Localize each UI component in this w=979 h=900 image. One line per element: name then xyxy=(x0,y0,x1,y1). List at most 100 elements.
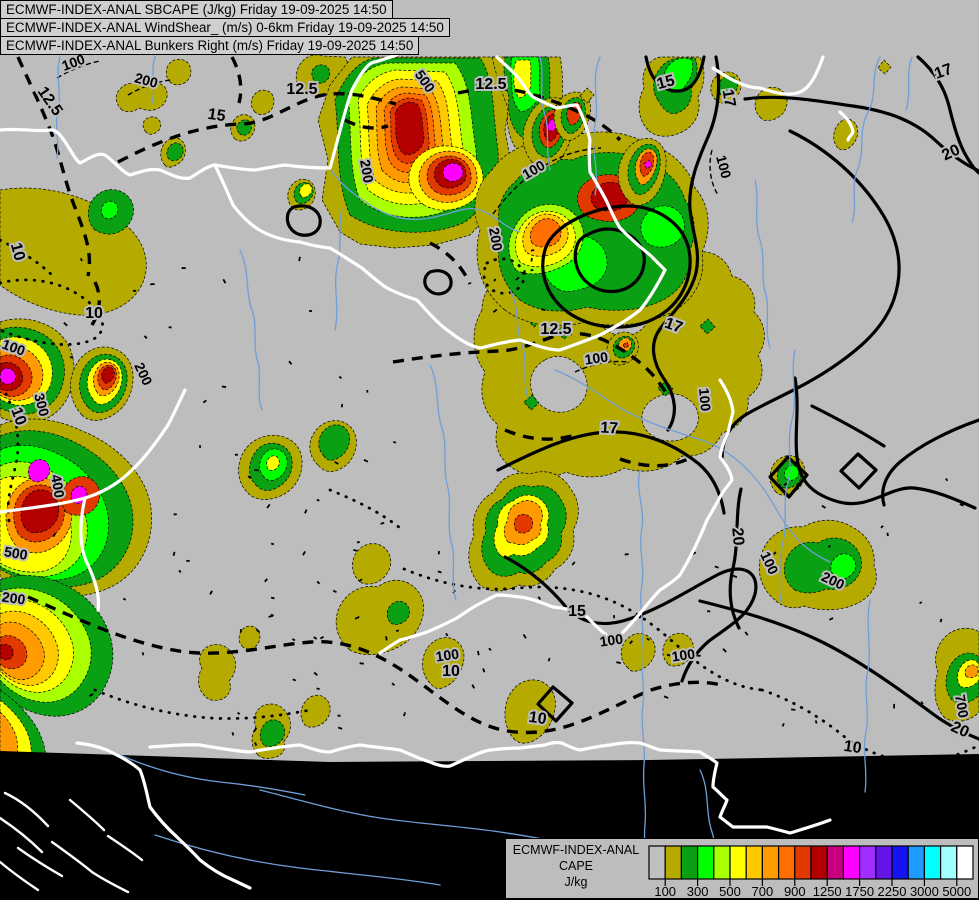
speckle-mark xyxy=(172,551,176,557)
legend-tick-label: 2250 xyxy=(878,884,907,898)
contour-label: 100 xyxy=(599,630,625,649)
speckle-mark xyxy=(547,657,551,662)
speckle-mark xyxy=(363,458,369,463)
speckle-mark xyxy=(571,561,576,566)
speckle-mark xyxy=(222,278,227,284)
title-line-bunkers: ECMWF-INDEX-ANAL Bunkers Right (m/s) Fri… xyxy=(0,36,420,55)
contour-label: 12.5 xyxy=(540,321,571,338)
speckle-mark xyxy=(337,714,341,717)
speckle-mark xyxy=(893,703,896,709)
speckle-mark xyxy=(939,618,943,623)
contour-label: 700 xyxy=(952,693,972,719)
speckle-mark xyxy=(255,628,260,633)
speckle-mark xyxy=(270,542,275,546)
speckle-mark xyxy=(530,268,534,272)
speckle-mark xyxy=(482,668,486,673)
speckle-mark xyxy=(150,283,155,286)
legend-color-cell xyxy=(664,845,682,880)
speckle-mark xyxy=(52,532,57,537)
speckle-mark xyxy=(493,278,497,282)
legend-model-name: ECMWF-INDEX-ANAL xyxy=(512,843,640,857)
cape-fill-layer xyxy=(0,54,979,759)
speckle-mark xyxy=(231,732,235,736)
contour-label: 17 xyxy=(719,88,739,109)
speckle-mark xyxy=(356,541,360,544)
speckle-mark xyxy=(354,615,360,620)
speckle-mark xyxy=(744,631,749,636)
legend-color-cell xyxy=(940,845,958,880)
legend-color-cell xyxy=(697,845,715,880)
speckle-mark xyxy=(395,629,400,632)
contour-label: 10 xyxy=(528,709,548,728)
speckle-mark xyxy=(541,308,546,312)
contour-label: 100 xyxy=(435,645,461,664)
legend-parameter: CAPE xyxy=(558,859,594,873)
speckle-mark xyxy=(247,475,252,480)
legend-color-cell xyxy=(842,845,861,880)
legend-color-cell xyxy=(713,845,731,880)
speckle-mark xyxy=(89,693,94,697)
speckle-mark xyxy=(880,525,884,529)
speckle-mark xyxy=(319,636,325,640)
contour-label: 200 xyxy=(486,226,506,252)
speckle-mark xyxy=(821,504,826,509)
speckle-mark xyxy=(69,356,74,359)
contour-label: 12.5 xyxy=(475,76,506,93)
cape-legend: ECMWF-INDEX-ANAL CAPE J/kg 100 300 500 700 9… xyxy=(505,838,979,899)
speckle-mark xyxy=(334,461,339,465)
speckle-mark xyxy=(515,276,520,281)
coastline-hatch xyxy=(0,791,144,894)
speckle-mark xyxy=(732,574,738,579)
speckle-mark xyxy=(209,590,213,595)
speckle-mark xyxy=(393,441,397,444)
speckle-mark xyxy=(959,503,964,507)
speckle-mark xyxy=(919,601,923,605)
title-line-sbcape: ECMWF-INDEX-ANAL SBCAPE (J/kg) Friday 19… xyxy=(0,0,393,19)
contour-label: 10 xyxy=(442,663,460,680)
legend-tick-label: 1250 xyxy=(813,884,842,898)
speckle-mark xyxy=(178,569,182,573)
contour-label: 200 xyxy=(1,589,27,608)
legend-color-cell xyxy=(729,845,747,880)
speckle-mark xyxy=(624,553,629,556)
contour-label: 10 xyxy=(85,305,103,322)
speckle-mark xyxy=(63,322,68,327)
speckle-mark xyxy=(492,308,498,313)
speckle-mark xyxy=(616,661,622,665)
legend-color-cell xyxy=(680,845,699,880)
speckle-mark xyxy=(666,653,671,657)
speckle-mark xyxy=(380,521,385,525)
shear10-dotted-contours xyxy=(0,238,979,764)
speckle-mark xyxy=(722,648,727,653)
speckle-mark xyxy=(359,662,365,665)
legend-tick-label: 3000 xyxy=(910,884,939,898)
title-line-windshear: ECMWF-INDEX-ANAL WindShear_ (m/s) 0-6km … xyxy=(0,18,450,37)
speckle-mark xyxy=(488,647,492,652)
legend-colorbar: 100 300 500 700 900 1250 1750 2250 3000 5000 xyxy=(648,845,974,898)
legend-color-cell xyxy=(761,845,780,880)
speckle-mark xyxy=(239,629,242,633)
contour-label: 500 xyxy=(3,543,29,563)
speckle-mark xyxy=(266,503,271,509)
speckle-mark xyxy=(391,682,396,687)
speckle-mark xyxy=(522,633,527,639)
speckle-mark xyxy=(168,326,172,329)
legend-tick-label: 900 xyxy=(784,884,806,898)
speckle-mark xyxy=(304,509,308,514)
legend-color-cell xyxy=(778,845,796,880)
speckle-mark xyxy=(773,551,777,555)
speckle-mark xyxy=(141,652,145,656)
speckle-mark xyxy=(316,499,320,502)
legend-tick-label: 1750 xyxy=(845,884,874,898)
speckle-mark xyxy=(646,637,650,641)
speckle-mark xyxy=(313,636,318,640)
speckle-mark xyxy=(471,684,476,689)
bunkers-solid-contours xyxy=(285,55,979,741)
speckle-mark xyxy=(288,360,293,365)
contour-label: 15 xyxy=(568,603,586,620)
speckle-mark xyxy=(945,478,949,482)
speckle-mark xyxy=(237,711,241,715)
speckle-mark xyxy=(332,589,337,593)
speckle-mark xyxy=(79,257,83,262)
speckle-mark xyxy=(337,726,343,730)
